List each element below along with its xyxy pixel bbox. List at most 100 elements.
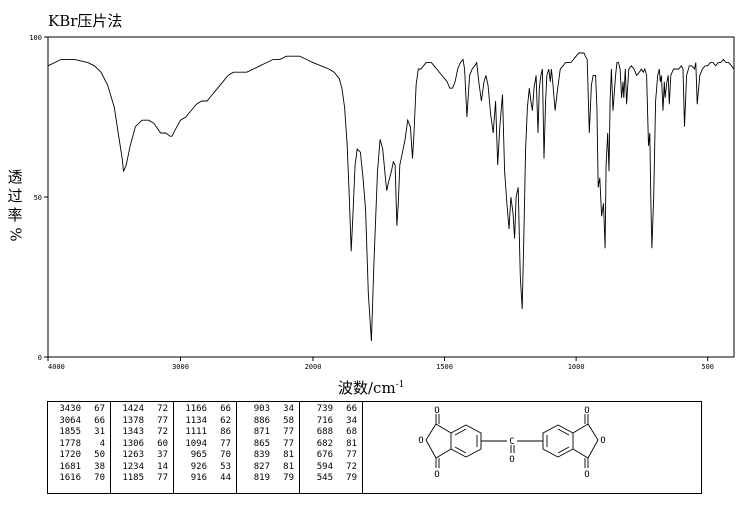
ir-spectrum-chart: 4000 3000 2000 1500 1000 500 0 50 100 <box>29 34 735 371</box>
x-tick-label: 3000 <box>172 363 189 371</box>
peak-wavenumber: 1111 <box>185 427 207 437</box>
peak-wavenumber: 676 <box>316 450 333 460</box>
peak-row: 1263 37 <box>118 450 168 462</box>
peak-table: 3430 67 3064 66 1855 31 1778 4 1720 50 1681 38 1616 7… <box>47 401 702 494</box>
peak-row: 1166 66 <box>181 404 231 416</box>
peak-row: 916 44 <box>181 473 231 485</box>
x-axis-label-text: 波数/cm-1 <box>338 379 405 397</box>
peak-transmittance: 66 <box>94 415 105 426</box>
peak-table-column: 739 66 716 34 688 68 682 81 676 77 594 72 545 79 <box>299 401 363 494</box>
peak-row: 1778 4 <box>55 439 105 451</box>
peak-transmittance: 72 <box>157 427 168 437</box>
peak-transmittance: 72 <box>157 404 168 414</box>
peak-wavenumber: 1378 <box>122 415 144 426</box>
peak-wavenumber: 594 <box>316 461 333 472</box>
atom-label-o7: O <box>584 470 589 480</box>
peak-row: 594 72 <box>307 462 357 474</box>
peak-wavenumber: 3064 <box>59 415 81 426</box>
peak-wavenumber: 965 <box>190 450 207 460</box>
atom-label-o6: O <box>600 436 605 446</box>
peak-row: 1720 50 <box>55 450 105 462</box>
peak-row: 1378 77 <box>118 416 168 428</box>
y-axis-label: 透过率% <box>6 168 24 244</box>
peak-transmittance: 4 <box>99 438 105 449</box>
spectrum-line <box>47 52 735 342</box>
peak-row: 926 53 <box>181 462 231 474</box>
peak-transmittance: 86 <box>220 427 231 437</box>
atom-label-o5: O <box>584 406 589 416</box>
right-anhydride-ring <box>572 423 599 459</box>
peak-row: 827 81 <box>244 462 294 474</box>
peak-transmittance: 77 <box>157 473 168 483</box>
peak-table-column: 1166 66 1134 62 1111 86 1094 77 965 70 926 53 916 44 <box>173 401 237 494</box>
x-tick-label: 1500 <box>436 363 453 371</box>
y-tick-label: 0 <box>38 354 42 362</box>
peak-wavenumber: 545 <box>316 473 333 483</box>
peak-wavenumber: 926 <box>190 461 207 472</box>
molecular-structure: O O O C O O O O <box>418 406 605 480</box>
peak-row: 1185 77 <box>118 473 168 485</box>
axis-ticks: 4000 3000 2000 1500 1000 500 0 50 100 <box>29 34 714 371</box>
peak-transmittance: 31 <box>94 427 105 437</box>
peak-wavenumber: 1424 <box>122 404 144 414</box>
peak-row: 716 34 <box>307 416 357 428</box>
peak-transmittance: 66 <box>220 404 231 414</box>
peak-transmittance: 79 <box>283 473 294 483</box>
peak-wavenumber: 1681 <box>59 461 81 472</box>
peak-row: 545 79 <box>307 473 357 485</box>
peak-transmittance: 77 <box>283 438 294 449</box>
peak-wavenumber: 1343 <box>122 427 144 437</box>
plot-frame <box>47 36 735 358</box>
peak-transmittance: 81 <box>283 450 294 460</box>
peak-row: 1094 77 <box>181 439 231 451</box>
peak-row: 3430 67 <box>55 404 105 416</box>
right-benzene-ring <box>542 424 574 458</box>
peak-wavenumber: 739 <box>316 404 333 414</box>
peak-wavenumber: 1166 <box>185 404 207 414</box>
peak-wavenumber: 819 <box>253 473 270 483</box>
peak-transmittance: 44 <box>220 473 231 483</box>
peak-transmittance: 68 <box>346 427 357 437</box>
peak-wavenumber: 688 <box>316 427 333 437</box>
peak-transmittance: 77 <box>346 450 357 460</box>
peak-wavenumber: 1134 <box>185 415 207 426</box>
peak-row: 865 77 <box>244 439 294 451</box>
y-tick-label: 100 <box>29 34 42 42</box>
peak-wavenumber: 1616 <box>59 473 81 483</box>
peak-wavenumber: 682 <box>316 438 333 449</box>
left-anhydride-ring <box>425 423 452 459</box>
peak-row: 682 81 <box>307 439 357 451</box>
structure-cell: O O O C O O O O <box>362 401 702 494</box>
peak-transmittance: 79 <box>346 473 357 483</box>
left-benzene-ring <box>450 424 482 458</box>
peak-wavenumber: 1855 <box>59 427 81 437</box>
peak-transmittance: 50 <box>94 450 105 460</box>
peak-transmittance: 60 <box>157 438 168 449</box>
peak-row: 1111 86 <box>181 427 231 439</box>
peak-row: 1234 14 <box>118 462 168 474</box>
peak-table-column: 903 34 886 58 871 77 865 77 839 81 827 81 819 79 <box>236 401 300 494</box>
x-tick-label: 2000 <box>305 363 322 371</box>
peak-wavenumber: 827 <box>253 461 270 472</box>
peak-wavenumber: 1234 <box>122 461 144 472</box>
peak-transmittance: 66 <box>346 404 357 414</box>
atom-label-o3: O <box>434 470 439 480</box>
peak-wavenumber: 1720 <box>59 450 81 460</box>
peak-wavenumber: 1094 <box>185 438 207 449</box>
peak-row: 1343 72 <box>118 427 168 439</box>
peak-row: 965 70 <box>181 450 231 462</box>
peak-wavenumber: 1185 <box>122 473 144 483</box>
peak-wavenumber: 1778 <box>59 438 81 449</box>
atom-label-c-bridge: C <box>509 437 514 447</box>
atom-label-o1: O <box>434 406 439 416</box>
peak-table-column: 3430 67 3064 66 1855 31 1778 4 1720 50 1681 38 1616 7… <box>47 401 111 494</box>
peak-row: 871 77 <box>244 427 294 439</box>
peak-wavenumber: 865 <box>253 438 270 449</box>
peak-transmittance: 34 <box>283 404 294 414</box>
peak-row: 1855 31 <box>55 427 105 439</box>
peak-transmittance: 72 <box>346 461 357 472</box>
peak-row: 1616 70 <box>55 473 105 485</box>
peak-wavenumber: 903 <box>253 404 270 414</box>
peak-transmittance: 14 <box>157 461 168 472</box>
peak-transmittance: 77 <box>283 427 294 437</box>
